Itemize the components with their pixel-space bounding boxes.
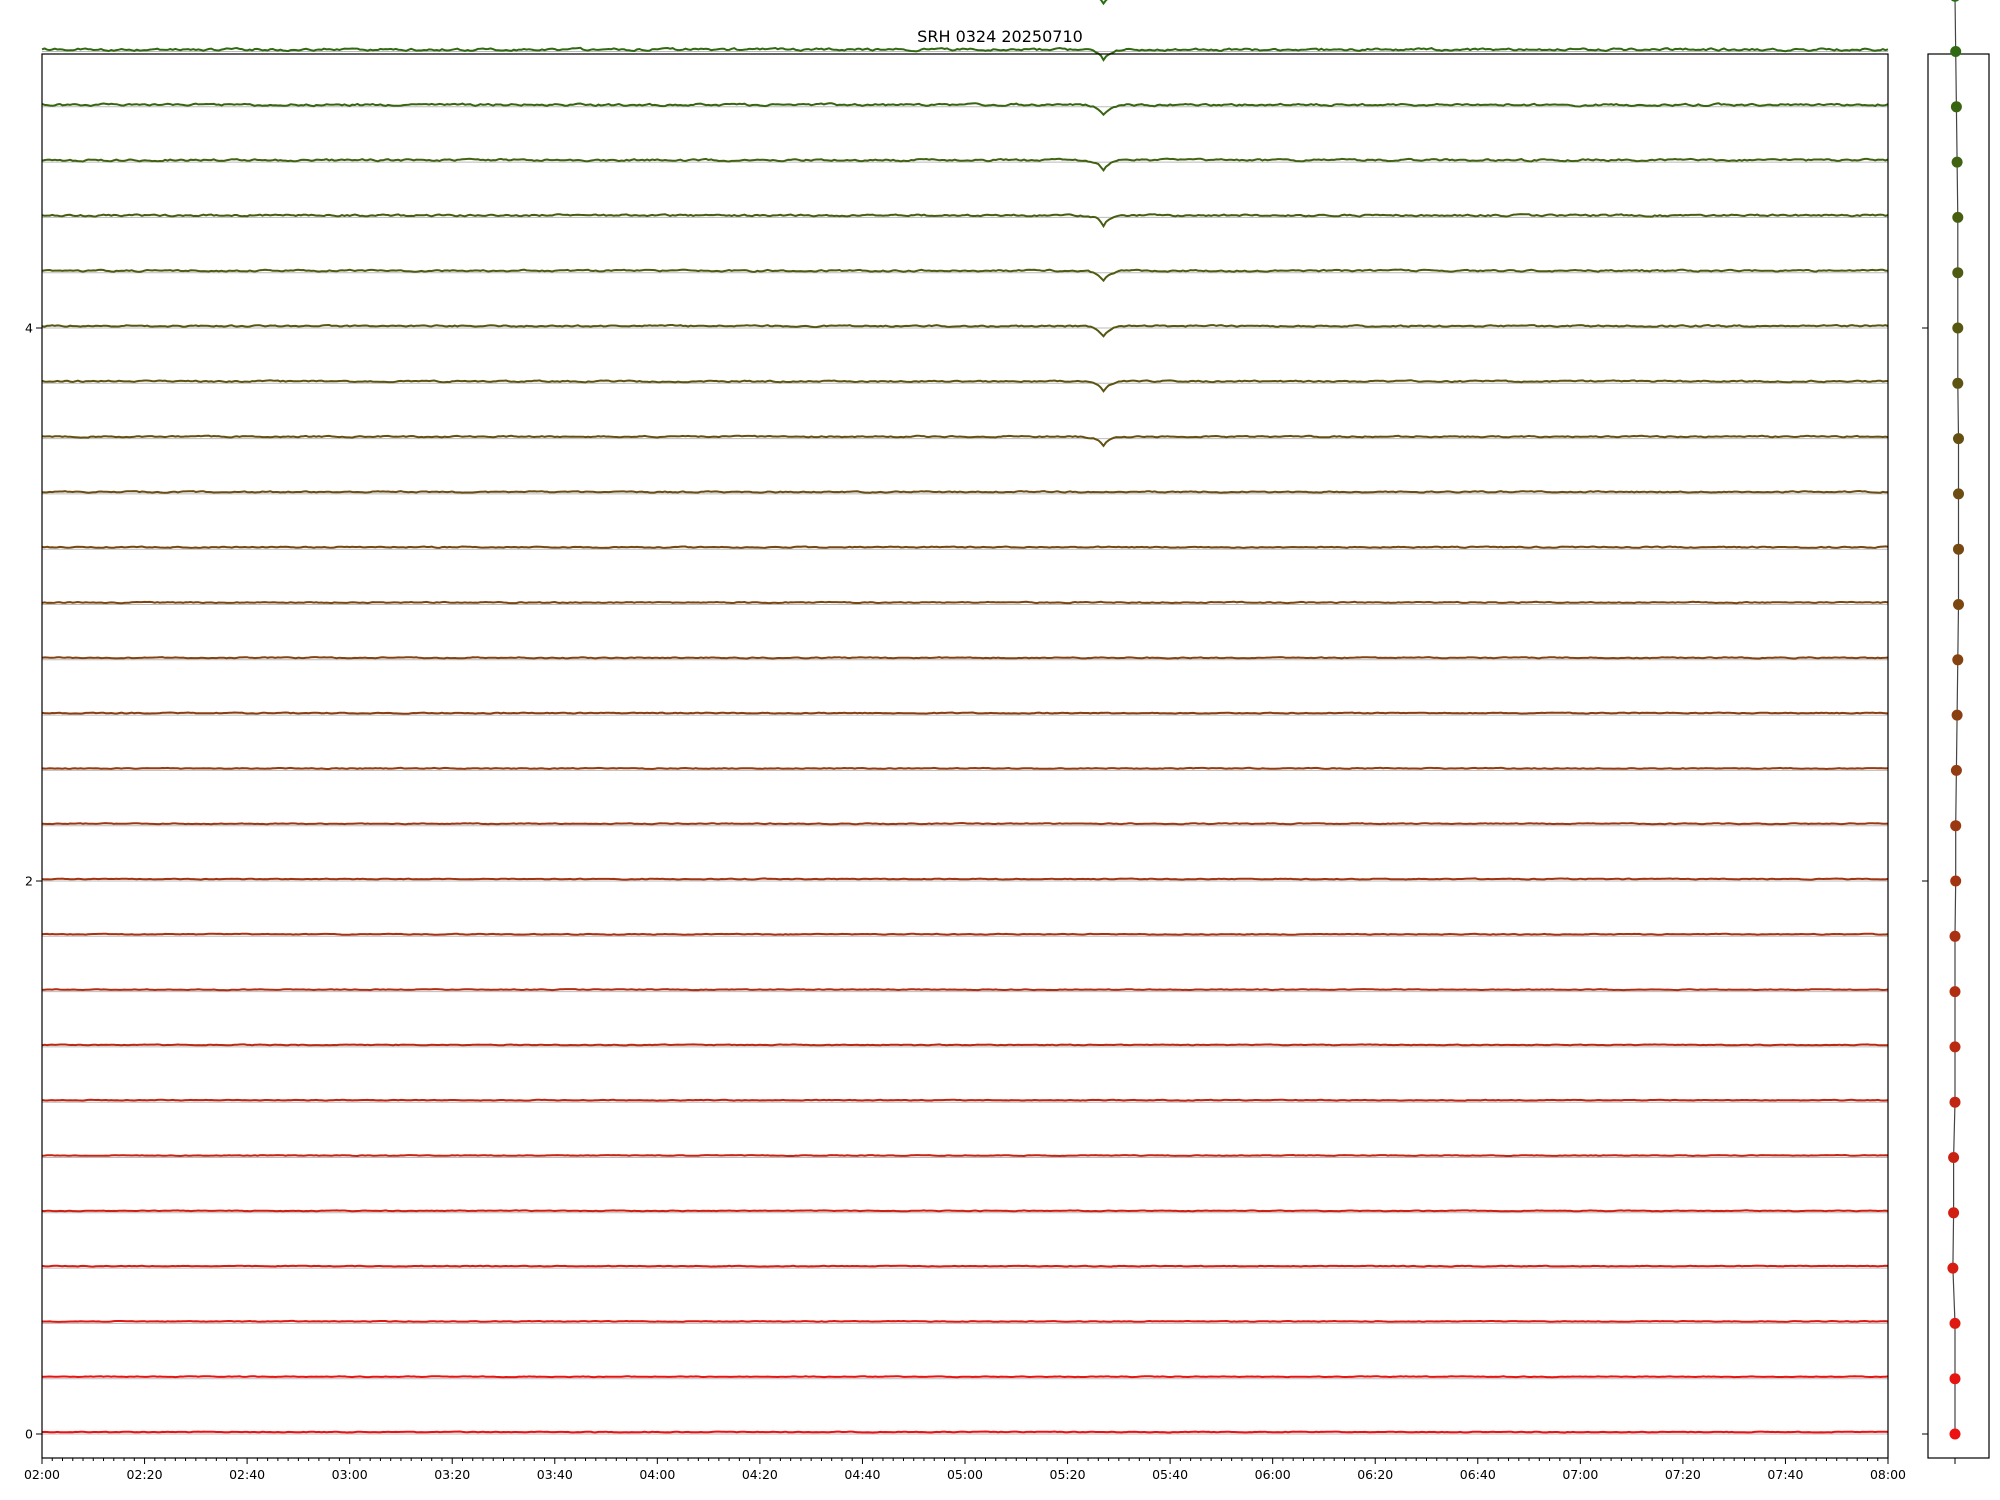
- series-25-line: [41, 102, 1889, 117]
- series-3-line: [42, 1319, 1889, 1323]
- side-point-24: [1951, 156, 1963, 168]
- y-tick-label: 2: [25, 874, 33, 889]
- series-11-line: [41, 877, 1889, 881]
- series-14-line: [41, 711, 1889, 715]
- x-tick-label: 04:40: [844, 1467, 880, 1482]
- x-tick-label: 06:00: [1255, 1467, 1291, 1482]
- side-point-20: [1952, 377, 1964, 389]
- x-tick-label: 07:00: [1562, 1467, 1598, 1482]
- side-point-2: [1949, 1373, 1961, 1385]
- series-7-line: [41, 1098, 1889, 1102]
- y-tick-label: 4: [25, 321, 33, 336]
- side-point-25: [1950, 101, 1962, 113]
- x-tick-label: 06:40: [1460, 1467, 1496, 1482]
- series-19-line: [41, 434, 1889, 448]
- series-4-line: [41, 1264, 1889, 1268]
- side-point-22: [1952, 267, 1964, 279]
- series-10-line: [41, 932, 1889, 936]
- x-tick-label: 06:20: [1357, 1467, 1393, 1482]
- x-tick-label: 03:00: [332, 1467, 368, 1482]
- side-point-10: [1949, 930, 1961, 942]
- side-point-8: [1949, 1041, 1961, 1053]
- side-point-23: [1952, 211, 1964, 223]
- series-22-line: [41, 268, 1889, 283]
- side-point-14: [1951, 709, 1963, 721]
- side-point-27: [1951, 0, 1959, 2]
- series-21-line: [41, 323, 1889, 338]
- series-13-line: [41, 766, 1889, 771]
- x-tick-label: 02:40: [229, 1467, 265, 1482]
- side-point-6: [1948, 1152, 1960, 1163]
- chart-title: SRH 0324 20250710: [917, 27, 1083, 46]
- x-tick-label: 07:40: [1767, 1467, 1803, 1482]
- series-8-line: [41, 1043, 1889, 1047]
- x-tick-label: 02:20: [127, 1467, 163, 1482]
- series-9-line: [41, 988, 1889, 992]
- side-point-15: [1952, 654, 1964, 666]
- series-15-line: [41, 656, 1889, 660]
- side-point-18: [1953, 488, 1964, 500]
- side-point-17: [1953, 543, 1964, 555]
- side-point-7: [1949, 1096, 1961, 1108]
- x-tick-label: 04:00: [639, 1467, 675, 1482]
- x-tick-label: 04:20: [742, 1467, 778, 1482]
- series-12-line: [41, 821, 1889, 826]
- side-point-26: [1950, 46, 1962, 57]
- side-point-3: [1949, 1317, 1961, 1329]
- side-point-19: [1953, 433, 1964, 445]
- side-point-5: [1948, 1207, 1960, 1219]
- side-plot-area: [1922, 0, 1990, 1464]
- series-2-line: [42, 1375, 1889, 1379]
- x-tick-label: 02:00: [24, 1467, 60, 1482]
- series-26-line: [41, 46, 1889, 62]
- main-plot-area: 024681002:0002:2002:4003:0003:2003:4004:…: [24, 0, 1906, 1482]
- side-point-16: [1953, 599, 1964, 610]
- x-tick-label: 05:20: [1050, 1467, 1086, 1482]
- series-1-line: [41, 1430, 1889, 1434]
- x-tick-label: 03:40: [537, 1467, 573, 1482]
- side-point-4: [1947, 1262, 1959, 1274]
- x-tick-label: 07:20: [1665, 1467, 1701, 1482]
- series-18-line: [41, 489, 1889, 494]
- series-17-line: [41, 545, 1889, 549]
- series-16-line: [41, 600, 1889, 605]
- side-point-21: [1952, 322, 1964, 334]
- side-point-1: [1949, 1428, 1961, 1440]
- side-point-9: [1949, 986, 1961, 998]
- series-24-line: [41, 157, 1889, 172]
- side-connector-line: [1952, 0, 1960, 1434]
- x-tick-label: 08:00: [1870, 1467, 1906, 1482]
- x-tick-label: 03:20: [434, 1467, 470, 1482]
- side-point-11: [1950, 875, 1962, 887]
- x-tick-label: 05:40: [1152, 1467, 1188, 1482]
- series-23-line: [41, 213, 1889, 229]
- y-tick-label: 0: [25, 1427, 33, 1442]
- side-point-12: [1950, 820, 1962, 832]
- side-point-13: [1950, 764, 1962, 776]
- series-6-line: [41, 1153, 1889, 1158]
- x-tick-label: 05:00: [947, 1467, 983, 1482]
- series-20-line: [41, 379, 1889, 393]
- series-5-line: [41, 1209, 1889, 1213]
